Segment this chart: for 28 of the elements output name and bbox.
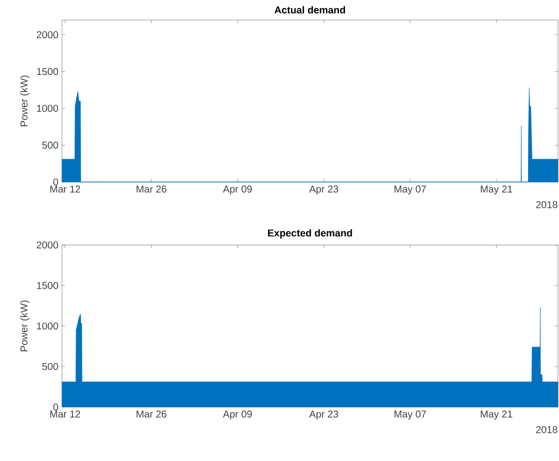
- y-tick-label: 1000: [37, 104, 58, 112]
- y-tick-label: 1500: [37, 282, 58, 290]
- x-tick-label: May 07: [394, 410, 426, 420]
- y-tick-label: 1500: [37, 68, 58, 76]
- y-tick-label: 500: [42, 362, 58, 370]
- x-tick-label: May 07: [394, 186, 426, 195]
- y-tick-label: 1000: [37, 322, 58, 330]
- x-tick-label: Mar 26: [136, 410, 166, 418]
- x-tick-label: Mar 26: [136, 186, 166, 193]
- y-tick-label: 500: [42, 142, 58, 149]
- y-tick-label: 0: [53, 178, 58, 186]
- y-tick-label: 2000: [36, 241, 58, 249]
- y-axis-title: Power (kW): [20, 76, 30, 126]
- text: 2018: [536, 201, 558, 208]
- x-tick-label: Apr 23: [309, 410, 338, 420]
- chart-title: Expected demand: [268, 229, 352, 238]
- y-axis-title: Power (kW): [20, 300, 30, 352]
- x-tick-label: Mar 12: [50, 410, 80, 418]
- x-tick-label: Apr 23: [309, 186, 338, 195]
- x-tick-label: May 21: [480, 186, 512, 195]
- chart-title: Actual demand: [274, 6, 346, 14]
- text: 2018: [536, 426, 558, 434]
- y-tick-label: 0: [53, 403, 58, 411]
- x-tick-label: Apr 09: [222, 410, 252, 420]
- y-tick-label: 2000: [36, 31, 58, 38]
- x-tick-label: May 21: [480, 410, 512, 420]
- x-tick-label: Mar 12: [50, 186, 80, 193]
- x-tick-label: Apr 09: [222, 186, 252, 195]
